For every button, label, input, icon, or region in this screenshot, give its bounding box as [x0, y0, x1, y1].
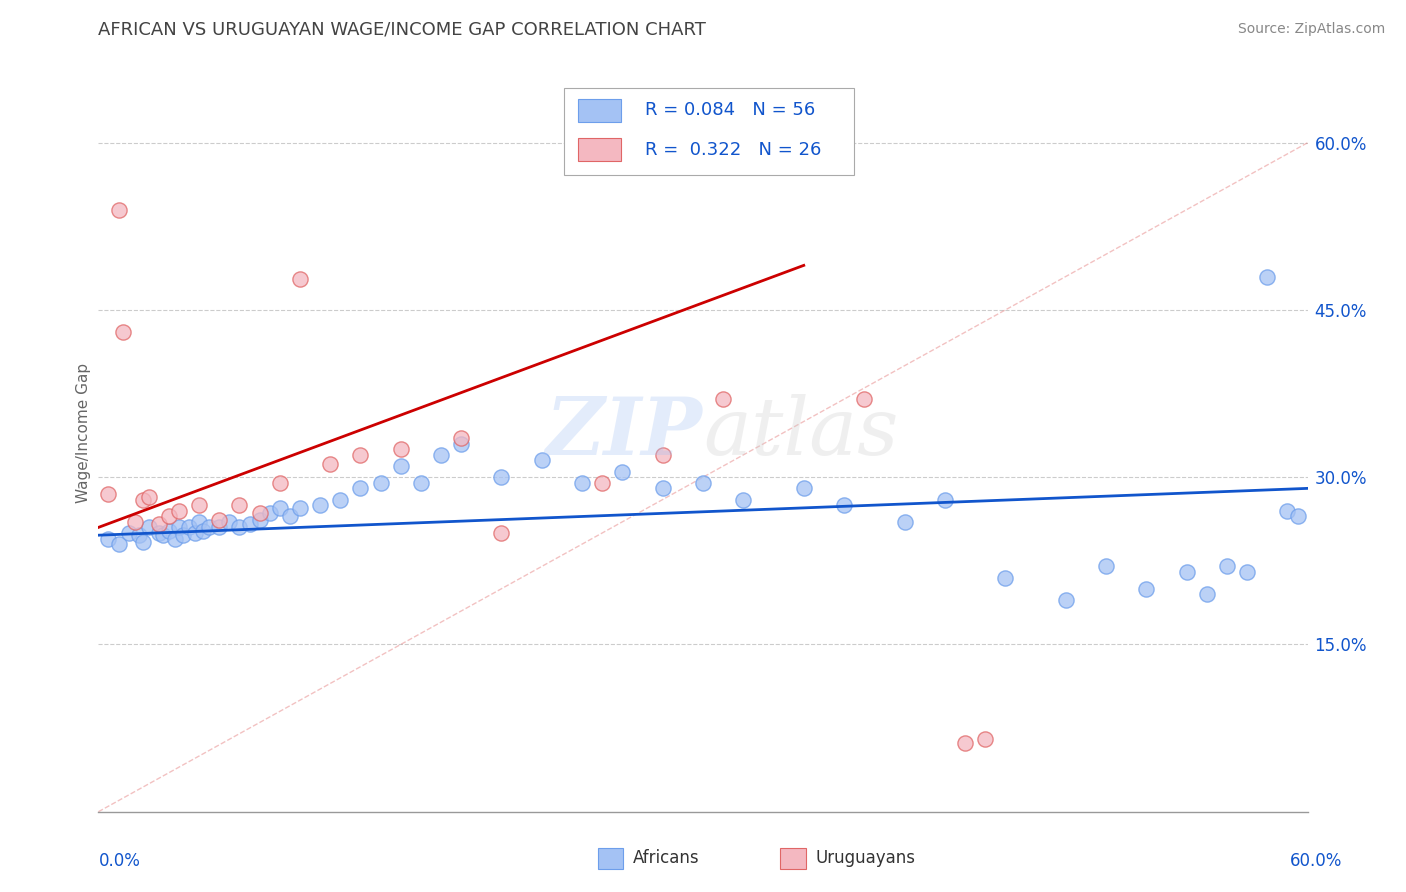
- Point: [430, 448, 453, 462]
- Point: [157, 509, 180, 524]
- Point: [591, 475, 613, 490]
- Point: [370, 475, 392, 490]
- Point: [239, 517, 262, 532]
- Point: [124, 515, 146, 529]
- Point: [167, 520, 190, 534]
- Point: [1054, 593, 1077, 607]
- Text: R =  0.322   N = 26: R = 0.322 N = 26: [645, 141, 821, 159]
- Point: [692, 475, 714, 490]
- Point: [188, 515, 211, 529]
- Point: [934, 492, 956, 507]
- Point: [1277, 503, 1299, 517]
- Point: [269, 475, 291, 490]
- Point: [651, 482, 673, 496]
- Point: [138, 491, 160, 505]
- Point: [278, 509, 301, 524]
- Point: [193, 524, 215, 538]
- Text: Uruguayans: Uruguayans: [815, 849, 915, 867]
- Text: Source: ZipAtlas.com: Source: ZipAtlas.com: [1237, 22, 1385, 37]
- Point: [167, 503, 190, 517]
- Bar: [578, 138, 621, 161]
- Point: [179, 520, 201, 534]
- Point: [228, 498, 250, 512]
- Point: [530, 453, 553, 467]
- Point: [118, 526, 141, 541]
- Point: [612, 465, 634, 479]
- Text: AFRICAN VS URUGUAYAN WAGE/INCOME GAP CORRELATION CHART: AFRICAN VS URUGUAYAN WAGE/INCOME GAP COR…: [98, 21, 706, 38]
- Point: [1286, 509, 1309, 524]
- Text: ZIP: ZIP: [546, 394, 703, 471]
- Point: [853, 392, 876, 407]
- FancyBboxPatch shape: [564, 87, 855, 175]
- Point: [269, 501, 291, 516]
- Point: [138, 520, 160, 534]
- Point: [1095, 559, 1118, 574]
- Point: [711, 392, 734, 407]
- Point: [1236, 565, 1258, 579]
- Point: [107, 537, 129, 551]
- Point: [184, 526, 207, 541]
- Point: [157, 524, 180, 538]
- Point: [249, 506, 271, 520]
- Point: [128, 528, 150, 542]
- Point: [208, 513, 231, 527]
- Point: [1256, 269, 1278, 284]
- Point: [148, 526, 170, 541]
- Point: [974, 732, 997, 747]
- Point: [228, 520, 250, 534]
- Text: 60.0%: 60.0%: [1291, 852, 1343, 870]
- Point: [994, 571, 1017, 585]
- Point: [107, 202, 129, 217]
- Point: [148, 517, 170, 532]
- Point: [409, 475, 432, 490]
- Point: [172, 528, 194, 542]
- Point: [132, 535, 155, 549]
- Point: [733, 492, 755, 507]
- Point: [152, 528, 174, 542]
- Point: [329, 492, 352, 507]
- Point: [111, 326, 134, 340]
- Point: [491, 526, 513, 541]
- Point: [218, 515, 240, 529]
- Point: [389, 442, 412, 457]
- Point: [651, 448, 673, 462]
- Point: [97, 487, 120, 501]
- Point: [450, 437, 472, 451]
- Point: [389, 459, 412, 474]
- Point: [309, 498, 332, 512]
- Point: [571, 475, 593, 490]
- Point: [188, 498, 211, 512]
- Point: [163, 532, 186, 546]
- Point: [208, 520, 231, 534]
- Text: atlas: atlas: [703, 394, 898, 471]
- Text: Africans: Africans: [633, 849, 699, 867]
- Point: [349, 482, 371, 496]
- Point: [450, 431, 472, 445]
- Point: [953, 735, 976, 749]
- Point: [1135, 582, 1157, 596]
- Point: [1216, 559, 1239, 574]
- Point: [319, 457, 342, 471]
- Point: [132, 492, 155, 507]
- Point: [249, 513, 271, 527]
- Text: 0.0%: 0.0%: [98, 852, 141, 870]
- Point: [491, 470, 513, 484]
- Bar: [578, 99, 621, 122]
- Point: [1175, 565, 1198, 579]
- Point: [832, 498, 855, 512]
- Point: [793, 482, 815, 496]
- Y-axis label: Wage/Income Gap: Wage/Income Gap: [76, 362, 91, 503]
- Point: [259, 506, 281, 520]
- Point: [893, 515, 915, 529]
- Point: [97, 532, 120, 546]
- Point: [288, 501, 311, 516]
- Point: [349, 448, 371, 462]
- Point: [288, 272, 311, 286]
- Point: [1195, 587, 1218, 601]
- Text: R = 0.084   N = 56: R = 0.084 N = 56: [645, 102, 815, 120]
- Point: [198, 520, 221, 534]
